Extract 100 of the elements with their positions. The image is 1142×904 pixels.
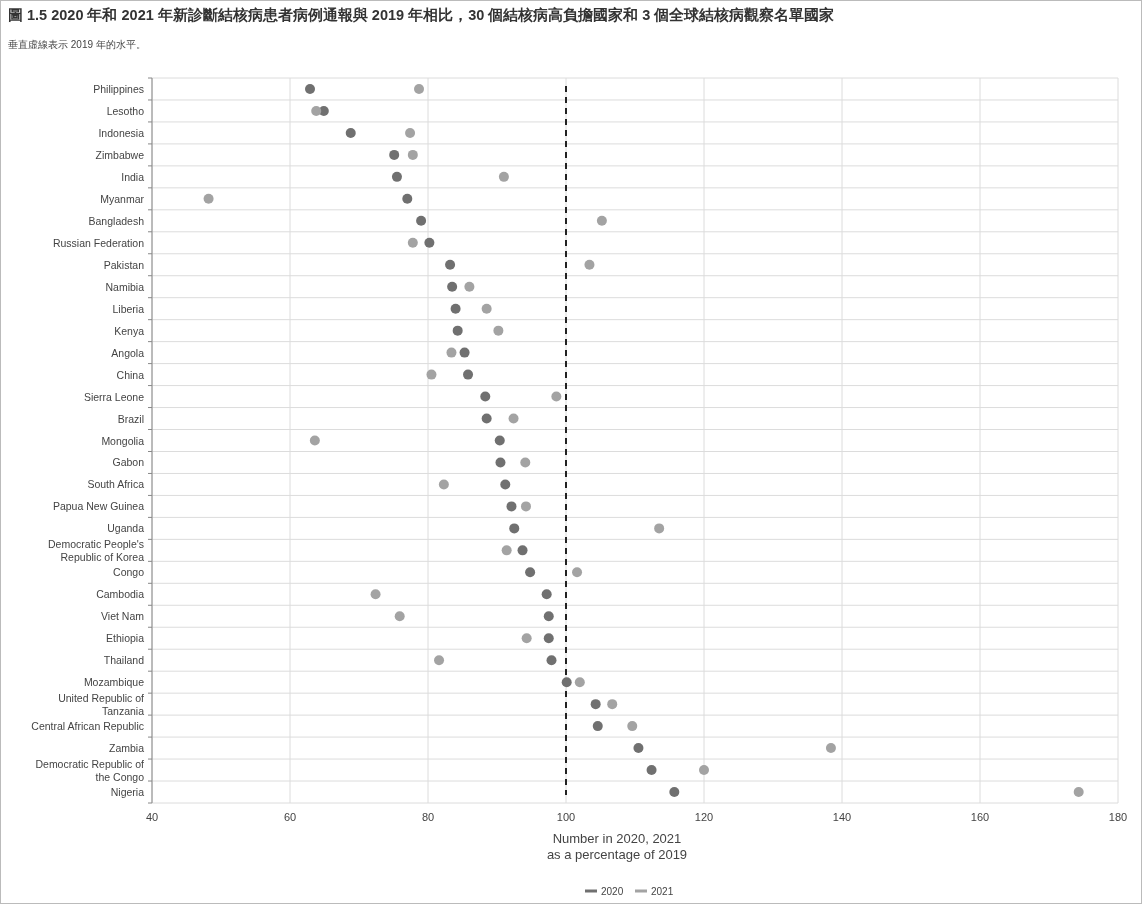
- point: [590, 699, 601, 710]
- point: [407, 237, 418, 248]
- point: [508, 413, 519, 424]
- point: [494, 435, 505, 446]
- y-tick-label: Bangladesh: [88, 214, 145, 227]
- point: [543, 633, 554, 644]
- point: [495, 457, 506, 468]
- x-tick-label: 80: [421, 811, 435, 823]
- point: [551, 391, 562, 402]
- y-tick-label: United Republic of Tanzania: [58, 691, 145, 717]
- point: [520, 457, 531, 468]
- point: [447, 281, 458, 292]
- point: [402, 193, 413, 204]
- point: [405, 127, 416, 138]
- point: [311, 105, 322, 116]
- point: [345, 127, 356, 138]
- y-tick-label: Cambodia: [96, 588, 145, 601]
- y-tick-label: Zambia: [108, 742, 145, 755]
- point: [459, 347, 470, 358]
- y-tick-label: Democratic Republic of the Congo: [35, 757, 145, 783]
- point: [572, 567, 583, 578]
- x-tick-label: 100: [556, 811, 576, 823]
- y-tick-label: Sierra Leone: [83, 390, 145, 403]
- point: [370, 589, 381, 600]
- y-tick-label: Angola: [111, 346, 145, 359]
- point: [464, 281, 475, 292]
- y-tick-label: Indonesia: [98, 126, 145, 139]
- point: [699, 765, 709, 776]
- point: [493, 325, 504, 336]
- point: [546, 655, 557, 666]
- point: [481, 303, 492, 314]
- point: [391, 171, 402, 182]
- y-tick-label: Liberia: [112, 302, 145, 315]
- y-tick-label: Mongolia: [101, 434, 145, 447]
- point: [825, 743, 836, 754]
- y-tick-label: Uganda: [107, 522, 145, 535]
- point: [481, 413, 492, 424]
- point: [389, 149, 400, 160]
- y-tick-label: Kenya: [114, 324, 145, 337]
- point: [633, 743, 644, 754]
- legend-label: 2021: [651, 886, 674, 897]
- y-tick-label: Brazil: [117, 412, 144, 425]
- chart-subtitle: 垂直虛線表示 2019 年的水平。: [8, 39, 146, 50]
- point: [541, 589, 552, 600]
- point: [1073, 787, 1084, 798]
- x-tick-label: 40: [145, 811, 159, 823]
- point: [414, 83, 425, 94]
- point: [446, 347, 457, 358]
- point: [463, 369, 474, 380]
- x-tick-label: 160: [970, 811, 990, 823]
- y-tick-label: Democratic People's Republic of Korea: [48, 537, 145, 563]
- point: [445, 259, 456, 270]
- point: [416, 215, 427, 226]
- y-tick-label: China: [116, 368, 145, 381]
- y-tick-label: Nigeria: [110, 786, 145, 799]
- legend-label: 2020: [601, 886, 624, 897]
- point: [438, 479, 449, 490]
- point: [480, 391, 491, 402]
- x-tick-label: 140: [832, 811, 852, 823]
- point: [596, 215, 607, 226]
- point: [525, 567, 536, 578]
- point: [509, 523, 520, 534]
- y-tick-label: Ethiopia: [106, 632, 145, 645]
- point: [424, 237, 435, 248]
- y-tick-label: Lesotho: [106, 104, 145, 117]
- x-tick-label: 180: [1108, 811, 1128, 823]
- point: [517, 545, 528, 556]
- y-tick-label: Namibia: [105, 280, 145, 293]
- y-tick-label: India: [121, 170, 145, 183]
- y-tick-label: Gabon: [112, 456, 145, 469]
- x-tick-label: 120: [694, 811, 714, 823]
- y-tick-label: Mozambique: [83, 676, 145, 689]
- chart-title: 圖 1.5 2020 年和 2021 年新診斷結核病患者病例通報與 2019 年相比，30 個結核病高負擔國家和 3 個全球結核病觀察名單國家: [8, 6, 835, 23]
- point: [520, 501, 531, 512]
- point: [426, 369, 437, 380]
- point: [501, 545, 512, 556]
- point: [500, 479, 511, 490]
- y-tick-label: Congo: [113, 566, 145, 579]
- point: [543, 611, 554, 622]
- y-tick-label: Thailand: [103, 654, 145, 667]
- point: [203, 193, 214, 204]
- y-tick-label: Myanmar: [100, 192, 145, 205]
- point: [654, 523, 665, 534]
- y-tick-label: Zimbabwe: [95, 148, 145, 161]
- point: [434, 655, 445, 666]
- point: [574, 677, 585, 688]
- y-tick-label: Philippines: [93, 82, 144, 95]
- x-tick-label: 60: [283, 811, 297, 823]
- y-tick-label: South Africa: [87, 478, 145, 491]
- point: [561, 677, 572, 688]
- x-axis-title: Number in 2020, 2021 as a percentage of 2019: [546, 831, 688, 862]
- point: [394, 611, 405, 622]
- point: [627, 721, 638, 732]
- y-tick-label: Pakistan: [103, 258, 145, 271]
- point: [584, 259, 595, 270]
- point: [669, 787, 680, 798]
- point: [521, 633, 532, 644]
- point: [646, 765, 657, 776]
- point: [607, 699, 618, 710]
- point: [450, 303, 461, 314]
